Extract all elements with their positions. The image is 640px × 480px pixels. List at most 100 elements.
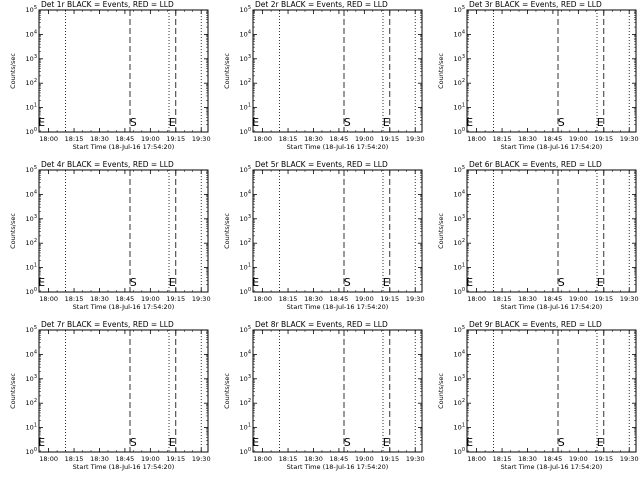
- x-tick-label: 18:45: [544, 135, 563, 143]
- x-tick-label: 18:00: [39, 295, 58, 303]
- plot-frame: [252, 329, 423, 453]
- end-marker: E: [38, 436, 45, 449]
- end-marker: E: [597, 436, 604, 449]
- y-tick-label: 104: [240, 29, 251, 38]
- y-tick-label: 104: [26, 29, 37, 38]
- plot-frame: [252, 169, 423, 293]
- plot-frame: [38, 169, 209, 293]
- y-tick-label: 105: [240, 325, 251, 334]
- x-tick-label: 18:15: [65, 135, 84, 143]
- plot-frame: [38, 329, 209, 453]
- x-tick-label: 18:45: [116, 295, 135, 303]
- x-axis-label: Start Time (18-Jul-16 17:54:20): [287, 143, 389, 151]
- y-tick-label: 105: [240, 165, 251, 174]
- x-tick-label: 18:00: [467, 295, 486, 303]
- y-tick-label: 102: [26, 398, 37, 407]
- y-tick-label: 103: [240, 54, 251, 63]
- start-marker: S: [130, 116, 137, 129]
- x-axis-label: Start Time (18-Jul-16 17:54:20): [73, 463, 175, 471]
- panel-det-5: Det 5r BLACK = Events, RED = LLD 100 101 10…: [223, 160, 425, 311]
- panel-title: Det 7r BLACK = Events, RED = LLD: [41, 320, 174, 329]
- panel-title: Det 5r BLACK = Events, RED = LLD: [255, 160, 388, 169]
- y-tick-label: 104: [240, 349, 251, 358]
- y-tick-label: 100: [26, 127, 37, 136]
- end-marker: E: [597, 276, 604, 289]
- x-tick-label: 19:30: [192, 455, 211, 463]
- x-tick-label: 19:15: [166, 135, 185, 143]
- panel-title: Det 1r BLACK = Events, RED = LLD: [41, 0, 174, 9]
- y-tick-label: 105: [454, 325, 465, 334]
- start-marker: S: [344, 436, 351, 449]
- y-tick-label: 102: [240, 398, 251, 407]
- start-marker: S: [558, 116, 565, 129]
- x-tick-label: 19:00: [569, 455, 588, 463]
- y-tick-label: 101: [240, 103, 251, 112]
- x-tick-label: 18:15: [279, 135, 298, 143]
- y-tick-label: 101: [240, 263, 251, 272]
- y-tick-label: 102: [454, 238, 465, 247]
- y-axis-label: Counts/sec: [9, 373, 17, 409]
- x-tick-label: 18:00: [253, 455, 272, 463]
- start-marker: S: [344, 276, 351, 289]
- end-marker: E: [169, 276, 176, 289]
- panel-det-3: Det 3r BLACK = Events, RED = LLD 100 101 10…: [437, 0, 639, 151]
- x-axis-label: Start Time (18-Jul-16 17:54:20): [501, 303, 603, 311]
- plot-frame: [252, 9, 423, 133]
- x-tick-label: 19:00: [141, 455, 160, 463]
- y-tick-label: 100: [26, 447, 37, 456]
- y-tick-label: 100: [454, 127, 465, 136]
- x-tick-label: 18:45: [330, 295, 349, 303]
- y-tick-label: 105: [26, 165, 37, 174]
- start-marker: S: [558, 436, 565, 449]
- x-tick-label: 18:45: [116, 455, 135, 463]
- y-tick-label: 105: [26, 325, 37, 334]
- y-tick-label: 100: [454, 287, 465, 296]
- panel-title: Det 4r BLACK = Events, RED = LLD: [41, 160, 174, 169]
- start-marker: S: [130, 276, 137, 289]
- start-marker: S: [344, 116, 351, 129]
- plot-frame: [466, 9, 637, 133]
- panel-det-6: Det 6r BLACK = Events, RED = LLD 100 101 10…: [437, 160, 639, 311]
- y-tick-label: 102: [240, 78, 251, 87]
- y-tick-label: 105: [454, 165, 465, 174]
- x-tick-label: 19:00: [569, 295, 588, 303]
- panel-det-9: Det 9r BLACK = Events, RED = LLD 100 101 10…: [437, 320, 639, 471]
- y-tick-label: 104: [454, 189, 465, 198]
- x-tick-label: 18:30: [90, 135, 109, 143]
- y-tick-label: 102: [26, 78, 37, 87]
- y-tick-label: 101: [454, 103, 465, 112]
- x-tick-label: 19:15: [594, 295, 613, 303]
- x-tick-label: 19:15: [166, 295, 185, 303]
- panel-title: Det 8r BLACK = Events, RED = LLD: [255, 320, 388, 329]
- x-tick-label: 19:00: [355, 455, 374, 463]
- x-axis-label: Start Time (18-Jul-16 17:54:20): [501, 143, 603, 151]
- y-tick-label: 102: [454, 78, 465, 87]
- panel-det-8: Det 8r BLACK = Events, RED = LLD 100 101 10…: [223, 320, 425, 471]
- y-tick-label: 105: [454, 5, 465, 14]
- x-tick-label: 19:15: [380, 135, 399, 143]
- x-tick-label: 19:30: [192, 295, 211, 303]
- x-axis-label: Start Time (18-Jul-16 17:54:20): [73, 143, 175, 151]
- plot-frame: [38, 9, 209, 133]
- y-tick-label: 103: [26, 214, 37, 223]
- y-tick-label: 100: [240, 287, 251, 296]
- y-tick-label: 102: [240, 238, 251, 247]
- y-axis-label: Counts/sec: [9, 53, 17, 89]
- x-tick-label: 19:00: [355, 135, 374, 143]
- panel-det-2: Det 2r BLACK = Events, RED = LLD 100 101 10…: [223, 0, 425, 151]
- panel-title: Det 6r BLACK = Events, RED = LLD: [469, 160, 602, 169]
- x-tick-label: 19:00: [141, 295, 160, 303]
- x-tick-label: 18:45: [544, 295, 563, 303]
- end-marker: E: [466, 116, 473, 129]
- y-tick-label: 105: [240, 5, 251, 14]
- x-tick-label: 18:30: [518, 135, 537, 143]
- start-marker: S: [558, 276, 565, 289]
- y-tick-label: 103: [454, 214, 465, 223]
- y-tick-label: 102: [454, 398, 465, 407]
- x-tick-label: 18:15: [65, 455, 84, 463]
- y-tick-label: 102: [26, 238, 37, 247]
- x-tick-label: 19:30: [406, 135, 425, 143]
- x-tick-label: 19:00: [569, 135, 588, 143]
- panel-det-1: Det 1r BLACK = Events, RED = LLD 100 101 10…: [9, 0, 211, 151]
- y-tick-label: 103: [240, 374, 251, 383]
